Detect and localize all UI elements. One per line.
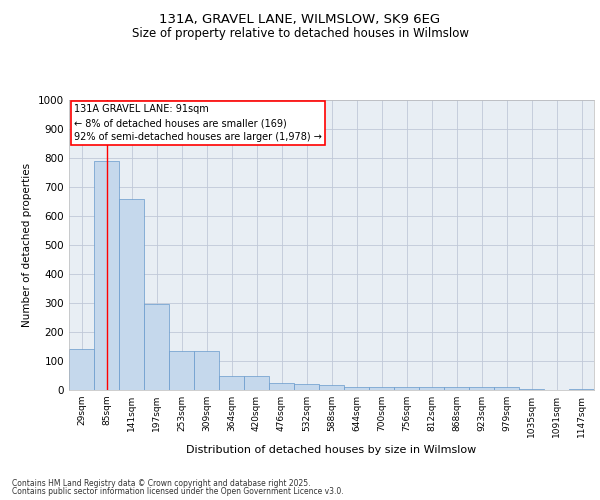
- Bar: [419, 387, 444, 390]
- Bar: [294, 384, 319, 390]
- Bar: [469, 387, 494, 390]
- Bar: [519, 388, 544, 390]
- Bar: [494, 387, 519, 390]
- Text: 131A GRAVEL LANE: 91sqm
← 8% of detached houses are smaller (169)
92% of semi-de: 131A GRAVEL LANE: 91sqm ← 8% of detached…: [74, 104, 322, 142]
- Bar: [69, 350, 94, 390]
- Bar: [444, 387, 469, 390]
- Bar: [244, 376, 269, 390]
- X-axis label: Distribution of detached houses by size in Wilmslow: Distribution of detached houses by size …: [187, 446, 476, 456]
- Bar: [319, 385, 344, 390]
- Bar: [169, 351, 194, 390]
- Bar: [219, 376, 244, 390]
- Bar: [269, 383, 294, 390]
- Bar: [144, 304, 169, 390]
- Bar: [344, 386, 369, 390]
- Bar: [94, 161, 119, 390]
- Bar: [369, 387, 394, 390]
- Text: Size of property relative to detached houses in Wilmslow: Size of property relative to detached ho…: [131, 28, 469, 40]
- Text: 131A, GRAVEL LANE, WILMSLOW, SK9 6EG: 131A, GRAVEL LANE, WILMSLOW, SK9 6EG: [160, 12, 440, 26]
- Bar: [569, 388, 594, 390]
- Text: Contains public sector information licensed under the Open Government Licence v3: Contains public sector information licen…: [12, 487, 344, 496]
- Bar: [194, 351, 219, 390]
- Bar: [394, 387, 419, 390]
- Bar: [119, 198, 144, 390]
- Y-axis label: Number of detached properties: Number of detached properties: [22, 163, 32, 327]
- Text: Contains HM Land Registry data © Crown copyright and database right 2025.: Contains HM Land Registry data © Crown c…: [12, 478, 311, 488]
